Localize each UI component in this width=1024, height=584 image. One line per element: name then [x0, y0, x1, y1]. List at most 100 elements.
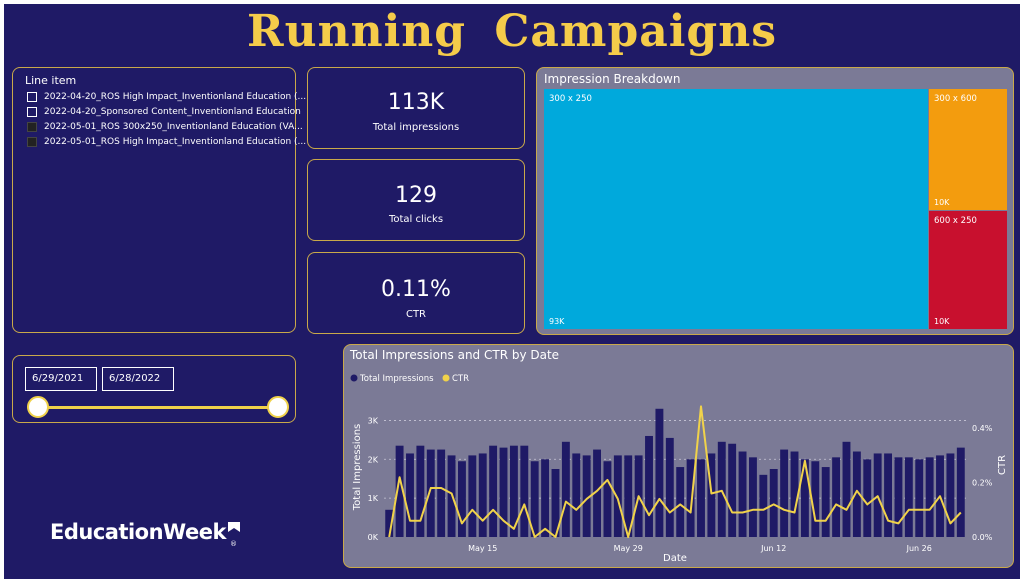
impression-bar: [416, 445, 425, 537]
impression-bar: [738, 451, 747, 537]
legend-impressions-label: Total Impressions: [359, 374, 434, 384]
impression-bar: [603, 461, 612, 537]
impression-breakdown-panel: Impression Breakdown 300 x 250 93K 300 x…: [536, 67, 1014, 335]
line-item-option[interactable]: 2022-04-20_Sponsored Content_Inventionla…: [27, 107, 301, 117]
y-tick-label: 0K: [368, 533, 379, 542]
line-item-option[interactable]: 2022-05-01_ROS 300x250_Inventionland Edu…: [27, 122, 303, 132]
impression-bar: [894, 457, 903, 537]
y-tick-label: 2K: [368, 455, 379, 464]
tile-label: 300 x 600: [934, 94, 977, 104]
impression-bar: [489, 445, 498, 537]
impression-bar: [395, 445, 404, 537]
y-axis-title: Total Impressions: [352, 424, 363, 511]
checkbox[interactable]: [27, 122, 37, 132]
impressions-ctr-chart-panel: Total Impressions and CTR by Date Total …: [343, 344, 1014, 568]
logo-flag-icon: [228, 522, 240, 532]
checkbox[interactable]: [27, 137, 37, 147]
impression-bar: [769, 469, 778, 537]
impression-bar: [884, 453, 893, 537]
date-slider-start-handle[interactable]: [27, 396, 49, 418]
impression-bar: [717, 441, 726, 537]
impression-bar: [811, 461, 820, 537]
impression-bar: [925, 457, 934, 537]
impression-bar: [863, 459, 872, 537]
x-axis-title: Date: [663, 553, 687, 564]
impression-bar: [499, 447, 508, 537]
ctr-line: [388, 405, 962, 538]
impression-bar: [406, 453, 414, 537]
kpi-value: 0.11%: [381, 277, 451, 302]
impression-bar: [624, 455, 633, 537]
line-item-option[interactable]: 2022-05-01_ROS High Impact_Inventionland…: [27, 137, 306, 147]
impression-bar: [697, 459, 705, 537]
panel-title: Impression Breakdown: [544, 72, 681, 86]
kpi-card-impressions: 113K Total impressions: [307, 67, 525, 149]
impression-bar: [645, 435, 653, 537]
impression-bar: [832, 457, 841, 537]
impression-bar: [572, 453, 581, 537]
legend-impressions-marker: [350, 374, 358, 382]
checkbox[interactable]: [27, 107, 37, 117]
tile-value: 93K: [549, 317, 565, 326]
line-item-option[interactable]: 2022-04-20_ROS High Impact_Inventionland…: [27, 92, 306, 102]
x-tick-label: Jun 26: [906, 544, 932, 553]
y-tick-label: 3K: [368, 416, 379, 425]
impression-bar: [551, 469, 560, 537]
educationweek-logo: EducationWeek: [50, 520, 226, 544]
line-item-header: Line item: [25, 74, 77, 87]
legend-ctr-label: CTR: [452, 374, 469, 384]
treemap-tile-600x250[interactable]: 600 x 250 10K: [929, 211, 1007, 329]
impression-bar: [520, 445, 529, 537]
checkbox[interactable]: [27, 92, 37, 102]
impression-bar: [437, 449, 446, 537]
impression-bar: [530, 461, 539, 537]
date-range-slicer: 6/29/2021 6/28/2022: [12, 355, 296, 423]
impression-bar: [707, 453, 716, 537]
page-title: Running Campaigns: [247, 6, 777, 57]
line-item-slicer: Line item 2022-04-20_ROS High Impact_Inv…: [12, 67, 306, 333]
line-item-label: 2022-05-01_ROS High Impact_Inventionland…: [44, 137, 307, 147]
impression-bar: [385, 509, 394, 537]
impression-bar: [821, 467, 830, 537]
chart-title: Total Impressions and CTR by Date: [349, 348, 559, 362]
logo-registered-mark: ®: [230, 540, 237, 548]
impression-bar: [686, 459, 695, 537]
impression-bar: [613, 455, 622, 537]
impression-bar: [478, 453, 487, 537]
impression-bar: [593, 449, 602, 537]
legend-ctr-marker: [442, 374, 450, 382]
date-slider-track[interactable]: [38, 406, 278, 409]
impression-bar: [541, 459, 550, 537]
impression-bar: [468, 455, 477, 537]
treemap-tile-300x250[interactable]: 300 x 250 93K: [544, 89, 928, 329]
date-slider-end-handle[interactable]: [267, 396, 289, 418]
tile-value: 10K: [934, 317, 950, 326]
y2-tick-label: 0.0%: [972, 533, 993, 542]
impression-bar: [665, 437, 674, 537]
kpi-card-ctr: 0.11% CTR: [307, 252, 525, 334]
y2-axis-title: CTR: [997, 455, 1008, 475]
tile-value: 10K: [934, 198, 950, 207]
impression-bar: [676, 467, 685, 537]
y2-tick-label: 0.4%: [972, 424, 993, 433]
y-tick-label: 1K: [368, 494, 379, 503]
treemap-tile-300x600[interactable]: 300 x 600 10K: [929, 89, 1007, 210]
impression-bar: [561, 441, 570, 537]
impression-bar: [904, 457, 913, 537]
impression-bar: [457, 461, 466, 537]
x-tick-label: May 29: [614, 544, 643, 553]
x-tick-label: Jun 12: [760, 544, 786, 553]
impression-bar: [852, 451, 861, 537]
start-date-input[interactable]: 6/29/2021: [25, 367, 97, 391]
y2-tick-label: 0.2%: [972, 479, 993, 488]
kpi-card-clicks: 129 Total clicks: [307, 159, 525, 241]
kpi-label: Total clicks: [388, 214, 444, 225]
kpi-value: 129: [395, 183, 437, 208]
end-date-input[interactable]: 6/28/2022: [102, 367, 174, 391]
line-item-label: 2022-04-20_ROS High Impact_Inventionland…: [44, 92, 307, 102]
impression-bar: [509, 445, 518, 537]
impression-bar: [915, 459, 924, 537]
ctr-series-line: [388, 405, 962, 538]
impressions-ctr-chart: Total Impressions and CTR by Date Total …: [349, 348, 1008, 564]
